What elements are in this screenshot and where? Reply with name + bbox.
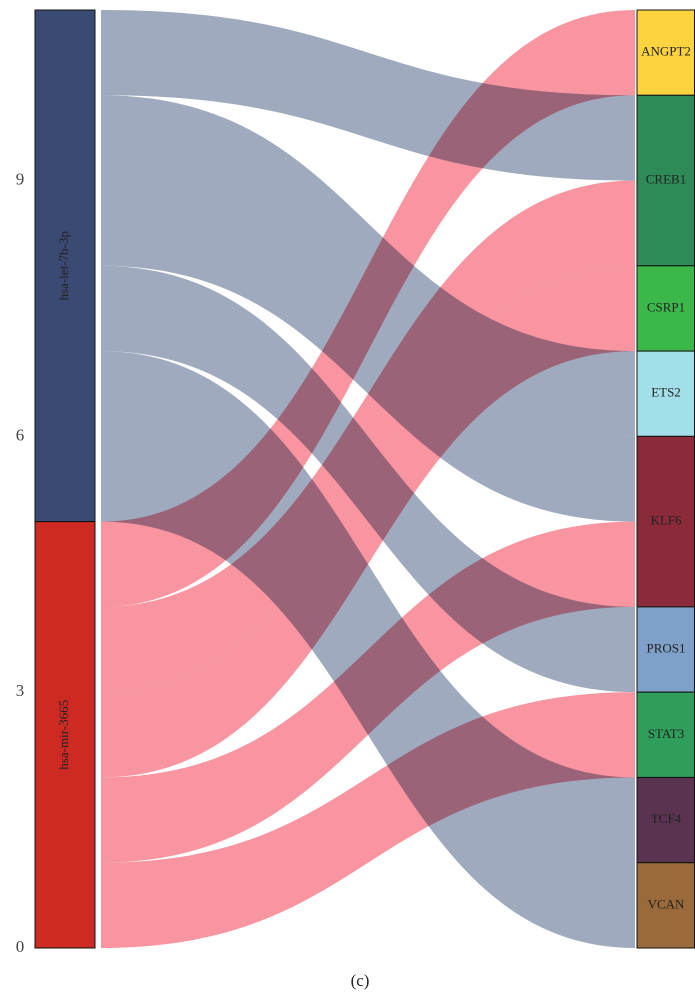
y-tick-label: 6 bbox=[16, 425, 25, 444]
source-label: hsa-let-7b-3p bbox=[56, 231, 71, 300]
target-label: CSRP1 bbox=[647, 299, 685, 314]
target-label: ANGPT2 bbox=[641, 44, 691, 59]
target-label: CREB1 bbox=[646, 172, 686, 187]
source-label: hsa-mir-3665 bbox=[56, 700, 71, 770]
link bbox=[101, 265, 635, 778]
target-node bbox=[636, 776, 695, 864]
link bbox=[101, 692, 635, 948]
link bbox=[101, 521, 635, 863]
target-label: PROS1 bbox=[646, 641, 685, 656]
target-label: VCAN bbox=[648, 896, 685, 911]
link bbox=[101, 10, 635, 607]
link bbox=[101, 180, 635, 693]
links bbox=[101, 10, 635, 948]
y-tick-label: 3 bbox=[16, 681, 25, 700]
caption: (c) bbox=[351, 971, 370, 990]
target-label: TCF4 bbox=[651, 811, 682, 826]
nodes: hsa-let-7b-3p hsa-mir-3665 ANGPT2 CREB1 CSRP… bbox=[34, 9, 695, 949]
target-node bbox=[636, 350, 695, 437]
source-node bbox=[34, 521, 96, 949]
source-node bbox=[34, 9, 96, 523]
target-node bbox=[636, 862, 695, 949]
target-label: STAT3 bbox=[648, 726, 685, 741]
target-node bbox=[636, 94, 695, 267]
target-node bbox=[636, 606, 695, 693]
target-node bbox=[636, 691, 695, 778]
y-tick-label: 9 bbox=[16, 169, 25, 188]
target-node bbox=[636, 9, 695, 96]
y-tick-label: 0 bbox=[16, 937, 25, 956]
target-label: KLF6 bbox=[650, 513, 682, 528]
target-label: ETS2 bbox=[651, 385, 681, 400]
